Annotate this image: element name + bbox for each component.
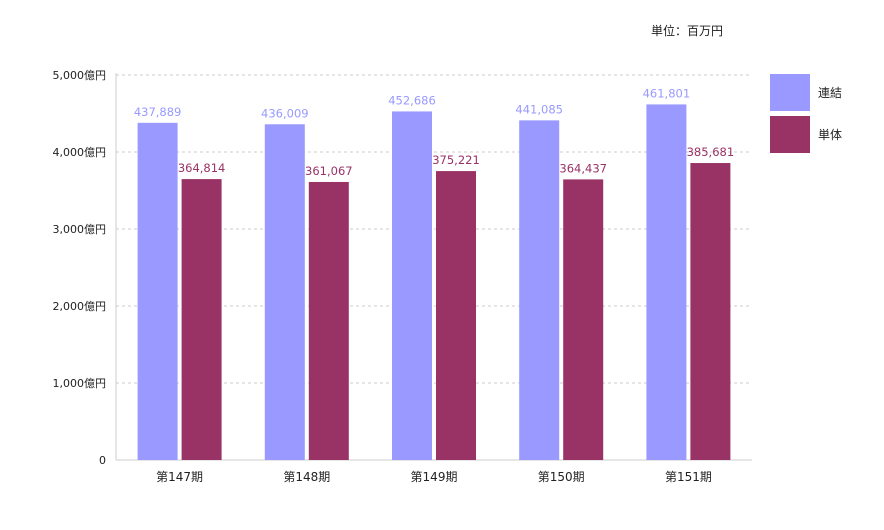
bar-standalone — [690, 163, 731, 460]
x-category-label: 第148期 — [283, 470, 330, 484]
bar-consolidated — [646, 104, 687, 460]
bar-value-label: 461,801 — [643, 86, 691, 100]
legend-item-standalone: 単体 — [770, 116, 842, 153]
bar-value-label: 452,686 — [388, 93, 436, 107]
bar-value-label: 441,085 — [515, 102, 563, 116]
bar-value-label: 375,221 — [432, 153, 480, 167]
y-tick-label: 1,000億円 — [53, 377, 107, 390]
x-category-label: 第149期 — [411, 470, 458, 484]
bar-consolidated — [137, 122, 178, 460]
legend-swatch-consolidated — [770, 74, 810, 111]
bar-consolidated — [264, 124, 305, 460]
bar-consolidated — [392, 111, 432, 461]
legend-label-consolidated: 連結 — [818, 86, 843, 100]
legend-swatch-standalone — [770, 116, 810, 153]
legend-item-consolidated: 連結 — [770, 74, 842, 111]
y-tick-label: 3,000億円 — [53, 223, 107, 236]
x-category-label: 第151期 — [665, 470, 712, 484]
bar-standalone — [563, 179, 604, 460]
bar-value-label: 361,067 — [305, 164, 353, 178]
bar-value-label: 436,009 — [261, 106, 309, 120]
bar-standalone — [308, 181, 349, 461]
y-tick-label: 4,000億円 — [53, 146, 107, 159]
bar-standalone — [436, 171, 476, 460]
y-tick-label: 0 — [99, 454, 106, 467]
y-tick-label: 2,000億円 — [53, 300, 107, 313]
unit-label: 単位：百万円 — [651, 24, 724, 38]
bar-standalone — [181, 179, 222, 461]
y-tick-label: 5,000億円 — [53, 69, 107, 82]
bar-value-label: 364,814 — [178, 161, 226, 175]
x-category-label: 第150期 — [538, 470, 585, 484]
legend-label-standalone: 単体 — [818, 128, 843, 142]
bar-value-label: 364,437 — [559, 161, 607, 175]
legend: 連結 単体 — [770, 74, 842, 158]
bar-value-label: 437,889 — [134, 105, 182, 119]
bar-consolidated — [519, 120, 560, 460]
bar-value-label: 385,681 — [687, 145, 735, 159]
x-category-label: 第147期 — [156, 470, 203, 484]
